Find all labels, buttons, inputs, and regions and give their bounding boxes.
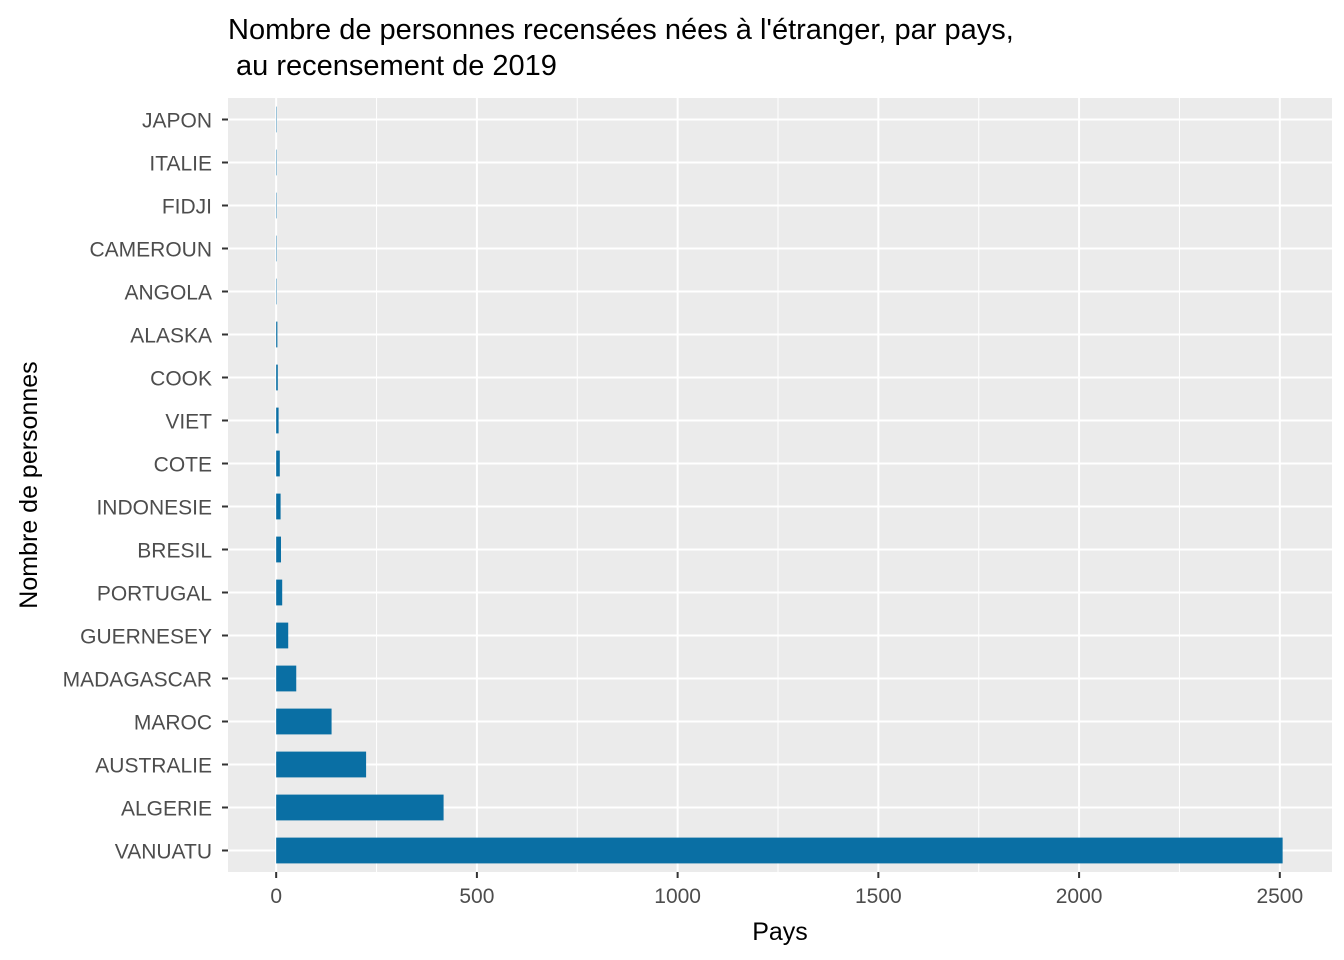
chart-title-line-1: Nombre de personnes recensées nées à l'é… (228, 14, 1014, 46)
bar-vanuatu (276, 837, 1283, 864)
y-tick-label: ALASKA (130, 325, 212, 348)
bar-viet (276, 407, 279, 434)
y-tick-label: COTE (154, 454, 212, 477)
bar-maroc (276, 708, 332, 735)
chart-title-line-2: au recensement de 2019 (228, 50, 557, 82)
y-tick-label: ITALIE (149, 153, 212, 176)
y-tick-label: GUERNESEY (80, 626, 212, 649)
x-axis: 0 500 1000 1500 2000 2500 (270, 872, 1303, 908)
y-axis: VANUATU ALGERIE AUSTRALIE MAROC MADAGASCAR GU… (63, 110, 228, 864)
y-tick-label: MAROC (134, 712, 212, 735)
bar-bresil (276, 536, 281, 563)
bar-portugal (276, 579, 283, 606)
plot-panel (228, 98, 1332, 872)
x-tick-label: 0 (270, 885, 282, 908)
bar-cote (276, 450, 280, 477)
y-tick-label: FIDJI (162, 196, 212, 219)
y-tick-label: CAMEROUN (89, 239, 212, 262)
bar-australie (276, 751, 367, 778)
y-tick-label: BRESIL (137, 540, 212, 563)
y-tick-label: ALGERIE (121, 798, 212, 821)
y-tick-label: MADAGASCAR (63, 669, 212, 692)
bar-madagascar (276, 665, 297, 692)
bar-algerie (276, 794, 444, 821)
y-tick-label: VIET (165, 411, 212, 434)
bars (276, 106, 1283, 864)
y-tick-label: INDONESIE (96, 497, 212, 520)
y-tick-label: PORTUGAL (97, 583, 212, 606)
bar-alaska (276, 321, 278, 348)
y-tick-label: ANGOLA (124, 282, 212, 305)
x-tick-label: 500 (459, 885, 494, 908)
y-tick-label: AUSTRALIE (95, 755, 212, 778)
y-axis-title: Nombre de personnes (15, 361, 43, 608)
y-tick-label: COOK (150, 368, 212, 391)
chart-title: Nombre de personnes recensées nées à l'é… (228, 12, 1014, 84)
bar-cook (276, 364, 278, 391)
x-tick-label: 2000 (1056, 885, 1103, 908)
bar-guernesey (276, 622, 289, 649)
x-axis-title: Pays (752, 918, 808, 946)
y-tick-label: JAPON (142, 110, 212, 133)
minor-gridlines (376, 98, 1180, 872)
x-tick-label: 2500 (1256, 885, 1303, 908)
y-tick-label: VANUATU (115, 841, 212, 864)
x-tick-label: 1000 (654, 885, 701, 908)
bar-indonesie (276, 493, 281, 520)
x-tick-label: 1500 (855, 885, 902, 908)
